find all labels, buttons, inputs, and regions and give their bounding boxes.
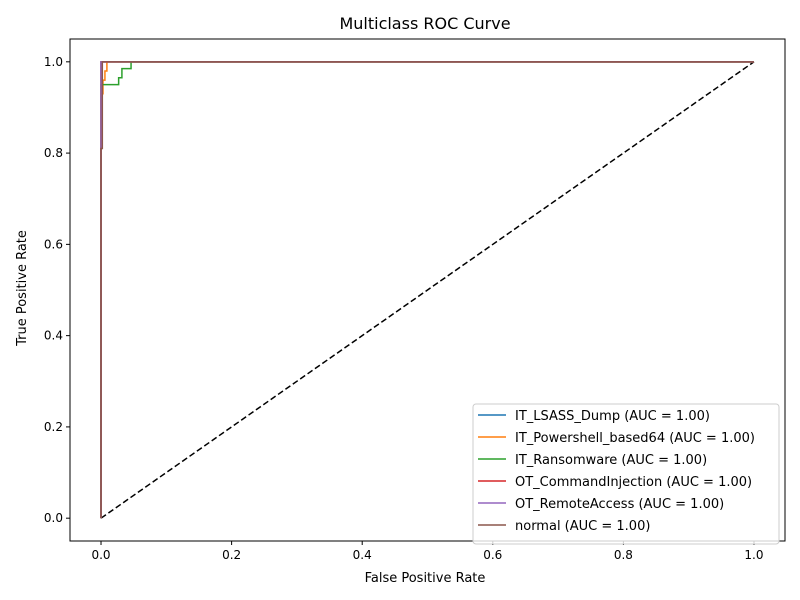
roc-series-line-2	[100, 61, 754, 519]
y-tick-label: 0.8	[44, 146, 63, 160]
x-axis-label: False Positive Rate	[365, 571, 486, 586]
x-tick-label: 0.2	[222, 548, 241, 562]
x-tick-label: 0.0	[91, 548, 110, 562]
y-axis-label: True Positive Rate	[15, 230, 30, 347]
plot-frame	[69, 38, 786, 542]
series-layer	[100, 61, 754, 519]
legend-label: OT_RemoteAccess (AUC = 1.00)	[515, 497, 724, 512]
legend-label: IT_LSASS_Dump (AUC = 1.00)	[515, 409, 710, 424]
x-axis-ticks: 0.0 0.2 0.4 0.6 0.8 1.0	[91, 541, 764, 562]
legend: IT_LSASS_Dump (AUC = 1.00) IT_Powershell_…	[472, 403, 780, 545]
legend-label: IT_Ransomware (AUC = 1.00)	[515, 453, 707, 468]
legend-label: normal (AUC = 1.00)	[515, 519, 650, 534]
y-tick-label: 1.0	[44, 55, 63, 69]
x-tick-label: 0.6	[483, 548, 502, 562]
y-tick-label: 0.2	[44, 420, 63, 434]
chart-title: Multiclass ROC Curve	[339, 14, 510, 33]
roc-series-line-5	[100, 61, 754, 519]
y-axis-ticks: 0.0 0.2 0.4 0.6 0.8 1.0	[44, 55, 70, 525]
legend-label: OT_CommandInjection (AUC = 1.00)	[515, 475, 752, 490]
x-tick-label: 0.4	[353, 548, 372, 562]
legend-label: IT_Powershell_based64 (AUC = 1.00)	[515, 431, 755, 446]
legend-box	[472, 403, 780, 545]
y-tick-label: 0.6	[44, 237, 63, 251]
y-tick-label: 0.4	[44, 329, 63, 343]
y-tick-label: 0.0	[44, 511, 63, 525]
chance-reference-line	[100, 61, 755, 519]
reference-layer	[100, 61, 755, 519]
x-tick-label: 0.8	[614, 548, 633, 562]
x-tick-label: 1.0	[744, 548, 763, 562]
